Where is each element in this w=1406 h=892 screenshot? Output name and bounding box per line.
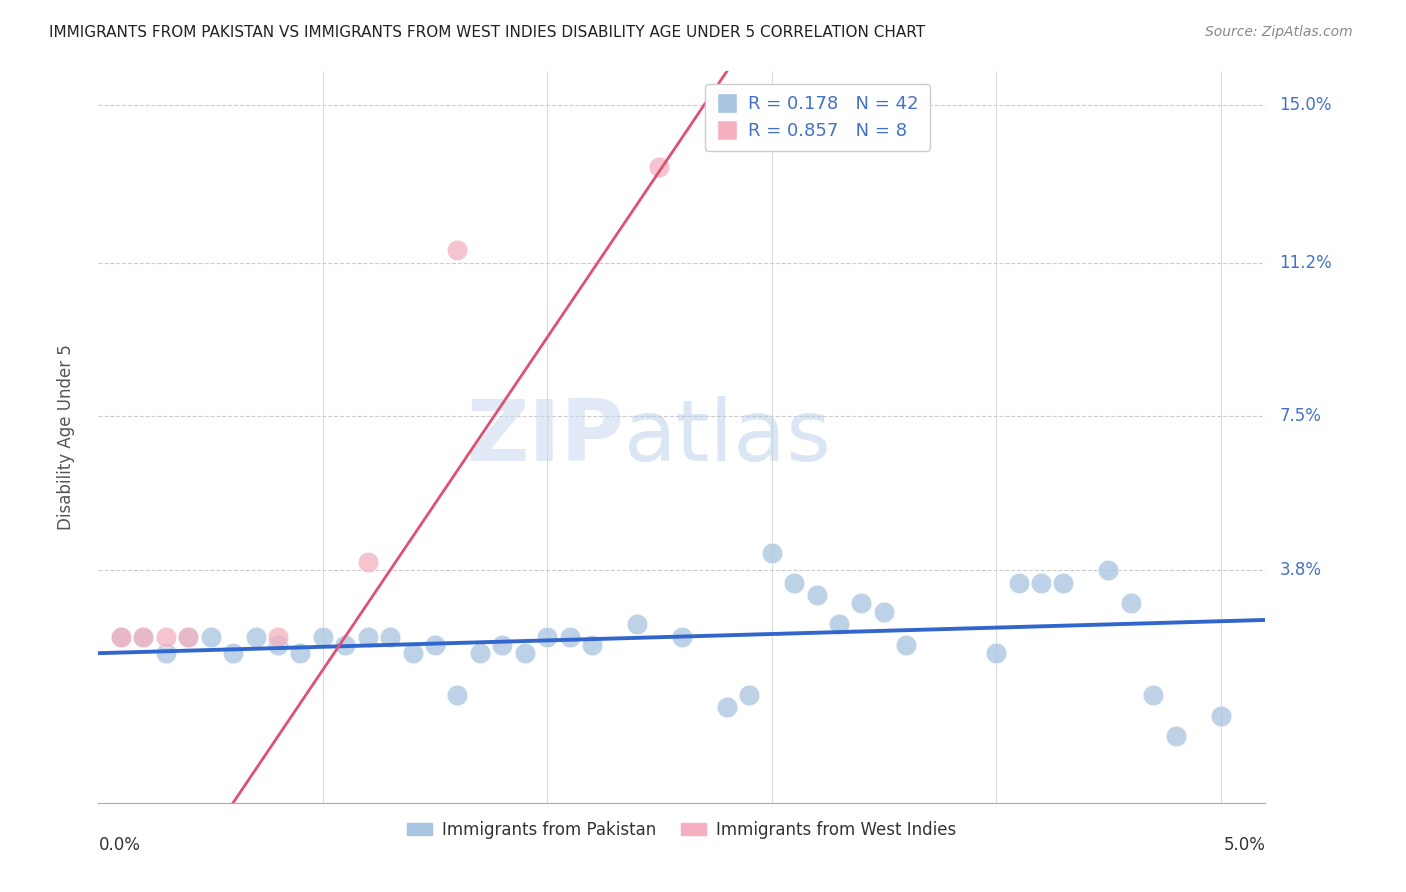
Point: [626, 617, 648, 632]
Point: [1007, 575, 1029, 590]
Point: [267, 630, 290, 644]
Point: [401, 646, 423, 660]
Point: [761, 546, 783, 560]
Text: 0.0%: 0.0%: [98, 836, 141, 854]
Point: [806, 588, 828, 602]
Point: [423, 638, 446, 652]
Point: [1029, 575, 1052, 590]
Point: [648, 160, 671, 174]
Text: ZIP: ZIP: [465, 395, 624, 479]
Point: [245, 630, 267, 644]
Point: [783, 575, 806, 590]
Point: [380, 630, 402, 644]
Text: 3.8%: 3.8%: [1279, 561, 1322, 579]
Point: [357, 555, 380, 569]
Point: [513, 646, 536, 660]
Point: [851, 596, 873, 610]
Y-axis label: Disability Age Under 5: Disability Age Under 5: [56, 344, 75, 530]
Point: [491, 638, 513, 652]
Point: [200, 630, 222, 644]
Text: Source: ZipAtlas.com: Source: ZipAtlas.com: [1205, 25, 1353, 39]
Point: [357, 630, 380, 644]
Point: [581, 638, 603, 652]
Point: [446, 243, 468, 257]
Point: [828, 617, 851, 632]
Point: [132, 630, 155, 644]
Point: [155, 646, 177, 660]
Point: [222, 646, 245, 660]
Point: [446, 688, 468, 702]
Point: [1209, 708, 1232, 723]
Point: [1142, 688, 1164, 702]
Text: 11.2%: 11.2%: [1279, 253, 1331, 271]
Point: [155, 630, 177, 644]
Text: atlas: atlas: [624, 395, 831, 479]
Point: [177, 630, 200, 644]
Point: [671, 630, 693, 644]
Point: [1052, 575, 1074, 590]
Point: [738, 688, 761, 702]
Point: [558, 630, 581, 644]
Point: [536, 630, 558, 644]
Point: [335, 638, 357, 652]
Point: [177, 630, 200, 644]
Point: [1164, 729, 1187, 743]
Text: 7.5%: 7.5%: [1279, 408, 1322, 425]
Text: 15.0%: 15.0%: [1279, 95, 1331, 113]
Point: [1097, 563, 1119, 577]
Point: [984, 646, 1007, 660]
Point: [110, 630, 132, 644]
Point: [267, 638, 290, 652]
Text: IMMIGRANTS FROM PAKISTAN VS IMMIGRANTS FROM WEST INDIES DISABILITY AGE UNDER 5 C: IMMIGRANTS FROM PAKISTAN VS IMMIGRANTS F…: [49, 25, 925, 40]
Point: [312, 630, 335, 644]
Point: [1119, 596, 1142, 610]
Point: [716, 700, 738, 714]
Point: [132, 630, 155, 644]
Point: [468, 646, 491, 660]
Text: 5.0%: 5.0%: [1223, 836, 1265, 854]
Point: [896, 638, 918, 652]
Point: [873, 605, 896, 619]
Legend: Immigrants from Pakistan, Immigrants from West Indies: Immigrants from Pakistan, Immigrants fro…: [401, 814, 963, 846]
Point: [110, 630, 132, 644]
Point: [290, 646, 312, 660]
